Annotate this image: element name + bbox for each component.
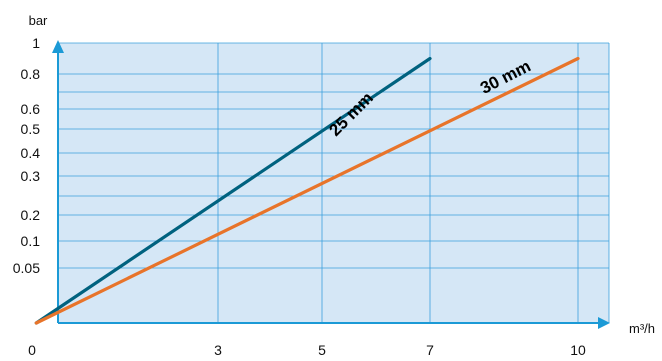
x-axis-label: m³/h (629, 321, 655, 336)
y-tick-label: 0.1 (21, 233, 41, 249)
x-tick-label: 10 (570, 342, 586, 358)
y-tick-label: 0.05 (13, 260, 40, 276)
y-axis-arrow (52, 40, 64, 53)
y-tick-labels: 1 0.8 0.6 0.5 0.4 0.3 0.2 0.1 0.05 (13, 35, 40, 276)
axes (52, 40, 610, 329)
y-tick-label: 1 (32, 35, 40, 51)
x-tick-label: 5 (318, 342, 326, 358)
series-line (34, 56, 580, 325)
series-line (34, 56, 432, 325)
y-tick-label: 0.5 (21, 121, 41, 137)
y-tick-label: 0.8 (21, 66, 41, 82)
x-tick-label: 3 (214, 342, 222, 358)
horizontal-gridlines (58, 42, 609, 269)
y-tick-label: 0.3 (21, 168, 41, 184)
x-tick-label: 0 (28, 342, 36, 358)
x-axis-arrow (598, 317, 610, 329)
series-lines (34, 56, 580, 325)
y-tick-label: 0.6 (21, 101, 41, 117)
y-axis-label: bar (29, 13, 48, 28)
y-tick-label: 0.2 (21, 207, 41, 223)
x-tick-label: 7 (426, 342, 434, 358)
y-tick-label: 0.4 (21, 145, 41, 161)
x-tick-labels: 0 3 5 7 10 (28, 342, 586, 358)
